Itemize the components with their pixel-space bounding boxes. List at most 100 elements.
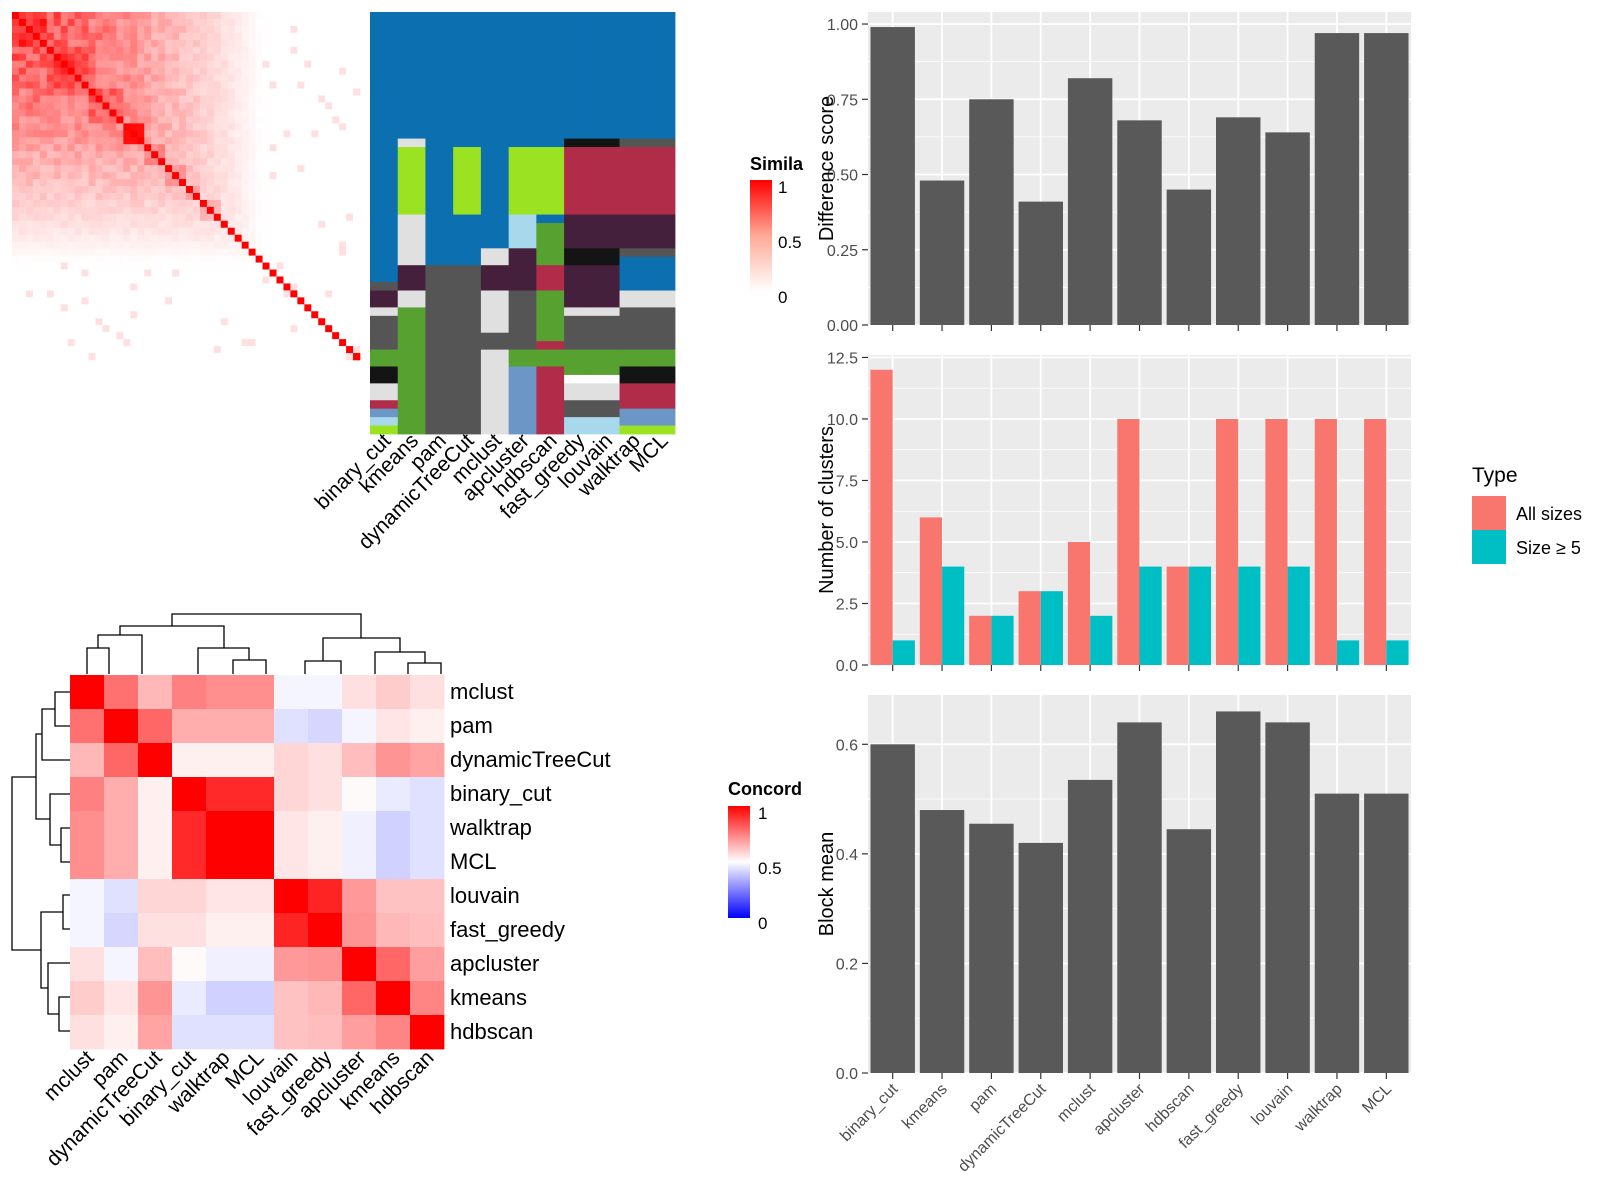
similarity-cell <box>151 192 159 201</box>
similarity-cell <box>283 339 291 347</box>
similarity-cell <box>269 12 277 20</box>
similarity-cell <box>60 192 68 201</box>
similarity-cell <box>18 12 27 20</box>
similarity-cell <box>206 206 215 215</box>
similarity-cell <box>95 186 103 194</box>
similarity-cell <box>234 12 242 20</box>
similarity-cell <box>179 74 187 82</box>
similarity-cell <box>102 304 110 312</box>
similarity-cell <box>325 46 333 55</box>
similarity-cell <box>227 102 236 110</box>
similarity-cell <box>46 158 55 166</box>
similarity-cell <box>304 192 312 201</box>
similarity-cell <box>123 172 131 180</box>
similarity-cell <box>248 60 256 68</box>
bar-x-tick-label: louvain <box>1249 1081 1297 1129</box>
similarity-cell <box>158 88 166 96</box>
similarity-cell <box>172 179 180 187</box>
similarity-cell <box>158 283 166 291</box>
bar <box>1336 640 1360 665</box>
similarity-cell <box>165 95 173 103</box>
similarity-cell <box>311 297 319 305</box>
similarity-cell <box>192 304 201 312</box>
cluster-cell <box>564 383 593 401</box>
similarity-cell <box>255 109 263 117</box>
similarity-cell <box>318 53 326 62</box>
similarity-cell <box>109 206 117 215</box>
cluster-cell <box>508 214 537 249</box>
similarity-cell <box>241 39 249 48</box>
similarity-cell <box>74 346 82 354</box>
similarity-cell <box>269 39 277 48</box>
cluster-cell <box>619 349 648 367</box>
similarity-cell <box>234 255 242 263</box>
similarity-cell <box>283 39 291 48</box>
similarity-cell <box>81 130 89 138</box>
similarity-cell <box>53 318 62 326</box>
similarity-cell <box>137 325 145 333</box>
concordance-cell <box>206 913 241 948</box>
similarity-cell <box>283 262 291 270</box>
similarity-cell <box>165 199 173 208</box>
similarity-cell <box>248 346 256 354</box>
similarity-cell <box>186 60 194 68</box>
similarity-cell <box>130 67 138 75</box>
similarity-cell <box>39 234 48 242</box>
similarity-cell <box>18 234 27 242</box>
similarity-cell <box>269 227 277 236</box>
y-tick-label: 2.5 <box>836 596 858 613</box>
similarity-cell <box>339 130 347 138</box>
similarity-cell <box>276 60 284 68</box>
similarity-cell <box>346 172 354 180</box>
similarity-cell <box>304 269 312 277</box>
similarity-cell <box>18 304 27 312</box>
similarity-cell <box>95 318 103 326</box>
similarity-cell <box>123 81 131 89</box>
similarity-cell <box>172 206 180 215</box>
similarity-cell <box>262 165 270 173</box>
similarity-cell <box>311 311 319 319</box>
similarity-cell <box>269 18 277 27</box>
similarity-cell <box>220 165 229 173</box>
similarity-cell <box>32 179 41 187</box>
similarity-cell <box>32 151 41 159</box>
similarity-cell <box>346 109 354 117</box>
cluster-cell <box>508 248 537 291</box>
similarity-cell <box>109 262 117 270</box>
similarity-cell <box>248 39 256 48</box>
similarity-cell <box>165 255 173 263</box>
similarity-cell <box>346 25 354 34</box>
similarity-cell <box>220 137 229 145</box>
similarity-cell <box>283 332 291 340</box>
y-tick-label: 1.00 <box>827 17 858 34</box>
similarity-cell <box>311 81 319 89</box>
similarity-cell <box>192 25 201 34</box>
similarity-cell <box>290 353 298 361</box>
similarity-cell <box>165 102 173 110</box>
similarity-cell <box>88 234 96 242</box>
concordance-cell <box>410 1015 445 1050</box>
similarity-cell <box>318 346 326 354</box>
similarity-cell <box>67 137 75 145</box>
similarity-cell <box>262 283 270 291</box>
similarity-cell <box>172 199 180 208</box>
similarity-cell <box>234 353 242 361</box>
bar <box>1216 117 1261 325</box>
similarity-cell <box>276 81 284 89</box>
bar <box>1166 566 1189 665</box>
similarity-cell <box>116 304 124 312</box>
similarity-cell <box>276 269 284 277</box>
similarity-cell <box>339 311 347 319</box>
similarity-cell <box>60 255 68 263</box>
concordance-row-label: dynamicTreeCut <box>450 747 611 772</box>
similarity-cell <box>39 297 48 305</box>
cluster-cell <box>564 400 593 418</box>
similarity-cell <box>241 165 249 173</box>
similarity-legend-tick: 0.5 <box>778 233 802 252</box>
concordance-cell <box>70 709 105 744</box>
similarity-cell <box>137 346 145 354</box>
similarity-cell <box>269 318 277 326</box>
similarity-cell <box>262 276 270 284</box>
concordance-row-labels: mclustpamdynamicTreeCutbinary_cutwalktra… <box>449 679 611 1044</box>
similarity-cell <box>234 88 242 96</box>
